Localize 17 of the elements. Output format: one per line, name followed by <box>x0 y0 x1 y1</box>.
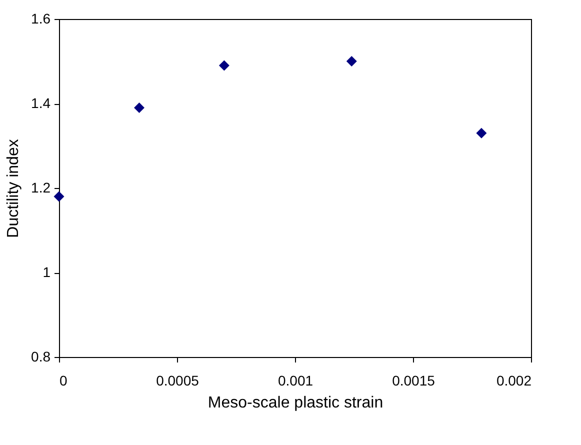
y-tick-label: 1.4 <box>31 95 51 111</box>
point <box>476 128 487 138</box>
x-tick-label: 0.0015 <box>392 372 436 388</box>
point <box>54 191 64 202</box>
y-tick-label: 1.6 <box>31 10 51 26</box>
y-axis-title: Ductility index <box>5 139 22 238</box>
point <box>218 60 230 71</box>
y-tick-label: 1.2 <box>31 180 51 196</box>
y-tick-label: 0.8 <box>31 348 51 364</box>
x-tick-label: 0.001 <box>278 372 314 388</box>
point <box>346 56 357 66</box>
x-tick-label: 0 <box>60 372 68 388</box>
x-tick-label: 0.0005 <box>156 372 200 388</box>
point <box>134 102 144 113</box>
y-tick-label: 1 <box>42 264 51 280</box>
x-axis-title: Meso-scale plastic strain <box>208 394 384 412</box>
x-tick-label: 0.002 <box>496 372 532 388</box>
